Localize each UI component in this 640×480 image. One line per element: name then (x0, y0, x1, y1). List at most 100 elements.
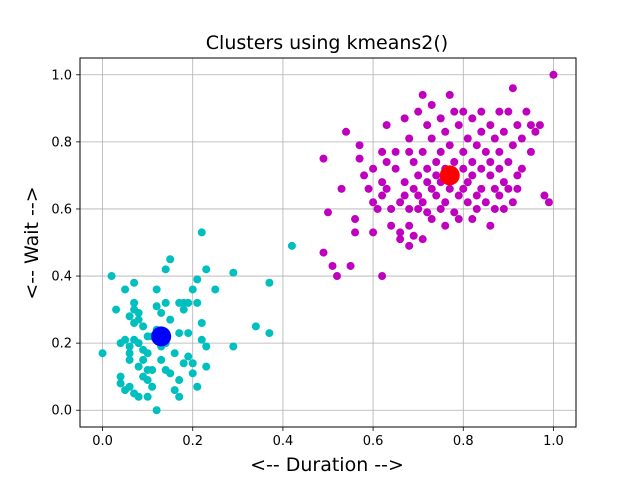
data-point (265, 329, 274, 338)
data-point (134, 362, 143, 371)
data-point (418, 235, 427, 244)
data-point (351, 215, 360, 224)
data-point (170, 349, 179, 358)
data-point (540, 191, 549, 200)
data-point (337, 184, 346, 193)
data-point (319, 154, 328, 163)
data-point (152, 285, 161, 294)
x-axis-ticks: 0.0 0.2 0.4 0.6 0.8 1.0 (92, 427, 564, 449)
data-point (454, 191, 463, 200)
data-point (513, 121, 522, 130)
data-point (414, 204, 423, 213)
data-point (265, 278, 274, 287)
data-point (125, 355, 134, 364)
data-point (436, 147, 445, 156)
data-point (157, 355, 166, 364)
centroids (151, 165, 460, 347)
data-point (432, 171, 441, 180)
x-tick-label: 0.8 (453, 434, 474, 449)
y-tick-label: 1.0 (51, 68, 72, 83)
data-point (382, 184, 391, 193)
data-point (148, 382, 157, 391)
data-point (139, 355, 148, 364)
data-point (504, 107, 513, 116)
data-point (184, 329, 193, 338)
data-point (319, 248, 328, 257)
data-point (490, 184, 499, 193)
data-point (517, 134, 526, 143)
data-point (405, 241, 414, 250)
data-point (409, 184, 418, 193)
data-point (328, 261, 337, 270)
data-point (445, 90, 454, 99)
data-point (531, 127, 540, 136)
data-point (369, 228, 378, 237)
data-point (130, 298, 139, 307)
data-point (179, 305, 188, 314)
data-point (166, 315, 175, 324)
data-point (400, 191, 409, 200)
data-point (477, 184, 486, 193)
data-point (436, 204, 445, 213)
data-point (405, 204, 414, 213)
data-point (409, 157, 418, 166)
data-point (499, 204, 508, 213)
data-point (454, 121, 463, 130)
data-point (427, 134, 436, 143)
data-point (441, 198, 450, 207)
data-point (396, 235, 405, 244)
data-point (486, 157, 495, 166)
data-point (134, 392, 143, 401)
data-point (184, 352, 193, 361)
data-point (143, 349, 152, 358)
data-point (98, 349, 107, 358)
data-point (441, 127, 450, 136)
data-point (445, 184, 454, 193)
data-point (125, 312, 134, 321)
data-point (472, 204, 481, 213)
data-point (472, 141, 481, 150)
data-point (477, 107, 486, 116)
data-point (161, 298, 170, 307)
data-point (197, 319, 206, 328)
data-points (98, 70, 558, 415)
data-point (378, 147, 387, 156)
data-point (116, 379, 125, 388)
data-point (387, 221, 396, 230)
data-point (495, 147, 504, 156)
data-point (472, 191, 481, 200)
data-point (522, 107, 531, 116)
data-point (229, 268, 238, 277)
data-point (193, 298, 202, 307)
data-point (378, 178, 387, 187)
data-point (287, 241, 296, 250)
data-point (549, 70, 558, 79)
data-point (125, 349, 134, 358)
data-point (418, 90, 427, 99)
data-point (369, 164, 378, 173)
data-point (107, 272, 116, 281)
data-point (166, 255, 175, 264)
data-point (112, 305, 121, 314)
data-point (382, 121, 391, 130)
data-point (432, 157, 441, 166)
data-point (134, 308, 143, 317)
data-point (463, 178, 472, 187)
x-tick-label: 0.4 (273, 434, 294, 449)
centroid-marker (439, 165, 460, 186)
data-point (486, 221, 495, 230)
data-point (188, 285, 197, 294)
data-point (450, 157, 459, 166)
data-point (405, 134, 414, 143)
data-point (526, 121, 535, 130)
data-point (477, 164, 486, 173)
data-point (166, 369, 175, 378)
data-point (193, 382, 202, 391)
data-point (481, 198, 490, 207)
data-point (193, 275, 202, 284)
data-point (391, 147, 400, 156)
data-point (369, 198, 378, 207)
data-point (351, 228, 360, 237)
data-point (152, 406, 161, 415)
data-point (499, 127, 508, 136)
